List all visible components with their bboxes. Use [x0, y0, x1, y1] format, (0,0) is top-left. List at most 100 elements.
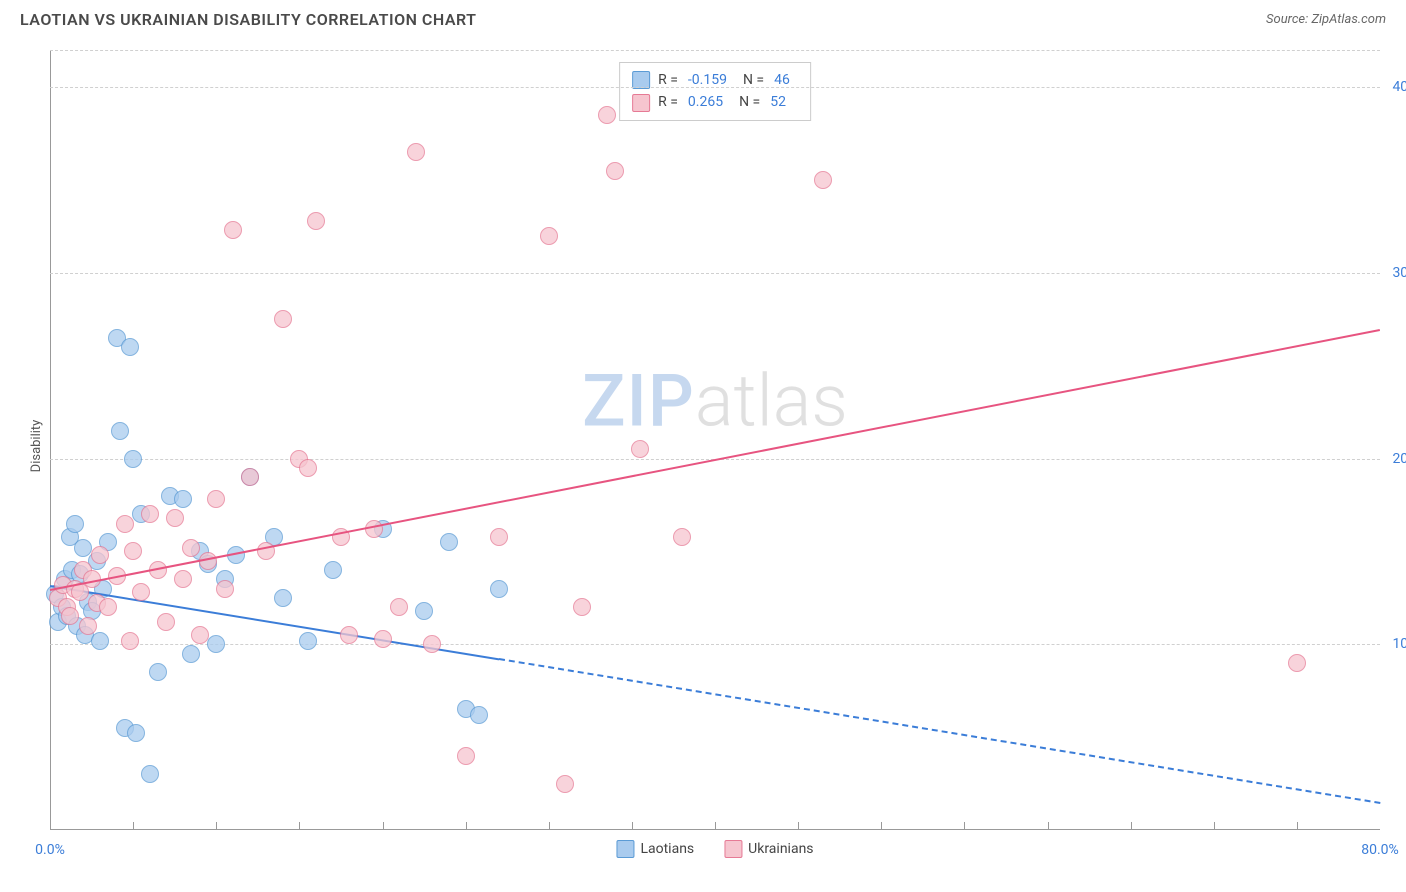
- scatter-point: [470, 706, 488, 724]
- scatter-point: [79, 617, 97, 635]
- trend-line: [50, 329, 1380, 591]
- scatter-point: [91, 632, 109, 650]
- scatter-point: [390, 598, 408, 616]
- correlation-legend: R =-0.159N =46R =0.265N =52: [619, 62, 811, 121]
- scatter-point: [299, 459, 317, 477]
- scatter-point: [61, 607, 79, 625]
- grid-line: [50, 644, 1380, 645]
- grid-line: [50, 87, 1380, 88]
- x-tick: [881, 822, 882, 830]
- scatter-point: [573, 598, 591, 616]
- legend-label: Laotians: [640, 841, 694, 857]
- legend-n-label: N =: [739, 91, 760, 113]
- scatter-point: [174, 570, 192, 588]
- legend-r-label: R =: [658, 91, 678, 113]
- x-tick: [1048, 822, 1049, 830]
- x-tick: [715, 822, 716, 830]
- x-tick: [133, 822, 134, 830]
- legend-swatch: [616, 840, 634, 858]
- scatter-point: [307, 212, 325, 230]
- scatter-point: [174, 490, 192, 508]
- scatter-point: [149, 663, 167, 681]
- x-tick: [216, 822, 217, 830]
- scatter-point: [340, 626, 358, 644]
- legend-row: R = 0.265 N = 52: [632, 91, 798, 113]
- legend-swatch: [632, 94, 650, 112]
- x-tick: [1131, 822, 1132, 830]
- scatter-point: [374, 630, 392, 648]
- legend-swatch: [724, 840, 742, 858]
- x-tick-label-left: 0.0%: [35, 842, 65, 858]
- scatter-point: [631, 440, 649, 458]
- x-tick: [299, 822, 300, 830]
- y-tick-label: 20.0%: [1392, 451, 1406, 467]
- scatter-point: [166, 509, 184, 527]
- chart-plot-area: ZIPatlas R =-0.159N =46R =0.265N =52 Lao…: [50, 50, 1380, 830]
- scatter-point: [490, 528, 508, 546]
- scatter-point: [207, 490, 225, 508]
- scatter-point: [124, 542, 142, 560]
- x-tick: [383, 822, 384, 830]
- legend-n-value: 52: [770, 91, 786, 113]
- scatter-point: [415, 602, 433, 620]
- scatter-point: [141, 505, 159, 523]
- legend-label: Ukrainians: [748, 841, 813, 857]
- scatter-point: [124, 450, 142, 468]
- scatter-point: [606, 162, 624, 180]
- x-tick: [964, 822, 965, 830]
- scatter-point: [182, 539, 200, 557]
- grid-line: [50, 50, 1380, 51]
- scatter-point: [365, 520, 383, 538]
- x-tick: [549, 822, 550, 830]
- scatter-point: [207, 635, 225, 653]
- scatter-point: [556, 775, 574, 793]
- scatter-point: [324, 561, 342, 579]
- chart-title: LAOTIAN VS UKRAINIAN DISABILITY CORRELAT…: [20, 10, 477, 29]
- scatter-point: [157, 613, 175, 631]
- scatter-point: [224, 221, 242, 239]
- series-legend: Laotians Ukrainians: [616, 840, 813, 858]
- chart-header: LAOTIAN VS UKRAINIAN DISABILITY CORRELAT…: [0, 0, 1406, 35]
- scatter-point: [66, 515, 84, 533]
- scatter-point: [182, 645, 200, 663]
- scatter-point: [440, 533, 458, 551]
- x-tick: [1297, 822, 1298, 830]
- bottom-legend-item: Laotians: [616, 840, 694, 858]
- x-tick: [466, 822, 467, 830]
- scatter-point: [191, 626, 209, 644]
- scatter-point: [423, 635, 441, 653]
- scatter-point: [598, 106, 616, 124]
- x-tick: [1214, 822, 1215, 830]
- grid-line: [50, 273, 1380, 274]
- scatter-point: [116, 515, 134, 533]
- scatter-point: [274, 310, 292, 328]
- scatter-point: [127, 724, 145, 742]
- scatter-point: [91, 546, 109, 564]
- scatter-point: [490, 580, 508, 598]
- scatter-point: [241, 468, 259, 486]
- source-attribution: Source: ZipAtlas.com: [1266, 12, 1386, 27]
- scatter-point: [121, 338, 139, 356]
- x-tick-label-right: 80.0%: [1361, 842, 1399, 858]
- bottom-legend-item: Ukrainians: [724, 840, 813, 858]
- scatter-point: [673, 528, 691, 546]
- x-tick: [798, 822, 799, 830]
- scatter-point: [407, 143, 425, 161]
- trend-line-dashed: [499, 658, 1380, 804]
- scatter-point: [814, 171, 832, 189]
- scatter-point: [299, 632, 317, 650]
- y-axis-label: Disability: [29, 420, 44, 473]
- scatter-point: [121, 632, 139, 650]
- scatter-point: [111, 422, 129, 440]
- scatter-point: [1288, 654, 1306, 672]
- scatter-point: [457, 747, 475, 765]
- scatter-point: [141, 765, 159, 783]
- scatter-point: [99, 598, 117, 616]
- watermark: ZIPatlas: [582, 359, 848, 444]
- y-axis-line: [50, 50, 51, 830]
- legend-r-value: 0.265: [688, 91, 723, 113]
- scatter-point: [274, 589, 292, 607]
- y-tick-label: 40.0%: [1392, 79, 1406, 95]
- scatter-point: [132, 583, 150, 601]
- y-tick-label: 10.0%: [1392, 636, 1406, 652]
